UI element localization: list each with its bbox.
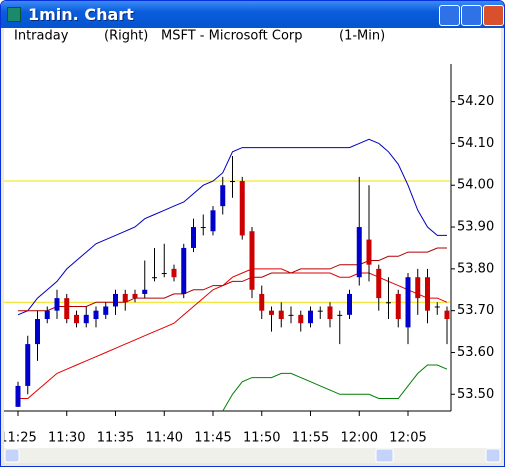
candle-body (152, 277, 157, 279)
candle-body (298, 314, 304, 324)
indicator-line (18, 268, 448, 399)
header-mode: Intraday (14, 29, 69, 44)
candle-body (25, 344, 31, 386)
chart-panel: Intraday (Right) MSFT - Microsoft Corp (… (1, 28, 501, 463)
close-button[interactable] (483, 5, 504, 26)
x-tick-label: 11:50 (243, 431, 280, 446)
header-interval: (1-Min) (339, 29, 385, 44)
candle-body (327, 306, 333, 320)
candle-body (230, 181, 235, 183)
candle-body (74, 314, 79, 324)
window-title: 1min. Chart (28, 5, 134, 24)
candle-body (337, 314, 343, 316)
candle-body (103, 306, 109, 315)
x-tick-label: 11:40 (146, 431, 183, 446)
x-tick-label: 11:55 (292, 431, 329, 446)
candle-body (444, 310, 450, 320)
candle-body (171, 268, 177, 278)
candle-body (93, 310, 99, 320)
y-tick-label: 53.70 (457, 303, 494, 318)
title-bar: 1min. Chart (1, 1, 504, 28)
indicator-line (18, 247, 447, 312)
y-tick-label: 53.60 (457, 345, 494, 360)
x-tick-label: 12:05 (389, 431, 426, 446)
candle-body (239, 181, 245, 236)
candle-body (191, 227, 196, 248)
candle-body (83, 314, 89, 324)
candle-body (347, 293, 352, 315)
candle-body (288, 314, 294, 316)
x-tick-label: 11:25 (4, 431, 37, 446)
candle-body (386, 302, 391, 304)
candle-body (395, 293, 401, 320)
y-tick-label: 53.50 (457, 387, 494, 402)
candle-body (35, 319, 40, 345)
y-tick-label: 54.10 (457, 136, 494, 151)
x-tick-label: 11:30 (48, 431, 85, 446)
chart: Intraday (Right) MSFT - Microsoft Corp (… (1, 29, 501, 463)
candle-body (113, 293, 118, 307)
candle-body (308, 310, 313, 324)
candle-body (132, 293, 138, 299)
candle-body (434, 306, 440, 308)
candle-body (15, 385, 21, 407)
candle-body (415, 277, 421, 299)
x-tick-label: 12:00 (341, 431, 378, 446)
candle-body (142, 289, 148, 294)
candle-body (366, 239, 372, 265)
y-tick-label: 53.80 (457, 261, 494, 276)
candle-body (44, 310, 50, 320)
minimize-button[interactable] (439, 5, 460, 26)
candle-body (317, 310, 323, 312)
scroll-right[interactable] (485, 448, 501, 463)
candle-body (161, 273, 167, 275)
y-tick-label: 54.00 (457, 178, 494, 193)
candle-body (200, 227, 206, 229)
scrollbar[interactable] (4, 448, 501, 463)
indicator-line (222, 364, 448, 412)
candle-body (269, 310, 274, 315)
x-tick-label: 11:35 (97, 431, 134, 446)
x-tick-label: 11:45 (194, 431, 231, 446)
candle-body (278, 310, 284, 320)
candle-body (425, 277, 430, 311)
candle-body (181, 247, 187, 294)
maximize-button[interactable] (461, 5, 482, 26)
y-tick-label: 54.20 (457, 94, 494, 109)
candle-body (249, 231, 255, 290)
scroll-left[interactable] (4, 448, 20, 463)
candle-body (122, 293, 128, 303)
window-icon (7, 7, 21, 22)
y-tick-label: 53.90 (457, 220, 494, 235)
candle-body (259, 293, 265, 311)
candle-body (376, 268, 382, 299)
header-symbol: MSFT - Microsoft Corp (161, 29, 303, 44)
candle-body (356, 227, 362, 278)
scroll-thumb[interactable] (375, 448, 394, 463)
candle-body (54, 298, 60, 311)
candle-body (220, 185, 226, 207)
indicator-line (17, 138, 447, 316)
candle-body (210, 210, 216, 232)
candle-body (405, 277, 411, 328)
header-side: (Right) (104, 29, 148, 44)
candle-body (64, 298, 70, 320)
